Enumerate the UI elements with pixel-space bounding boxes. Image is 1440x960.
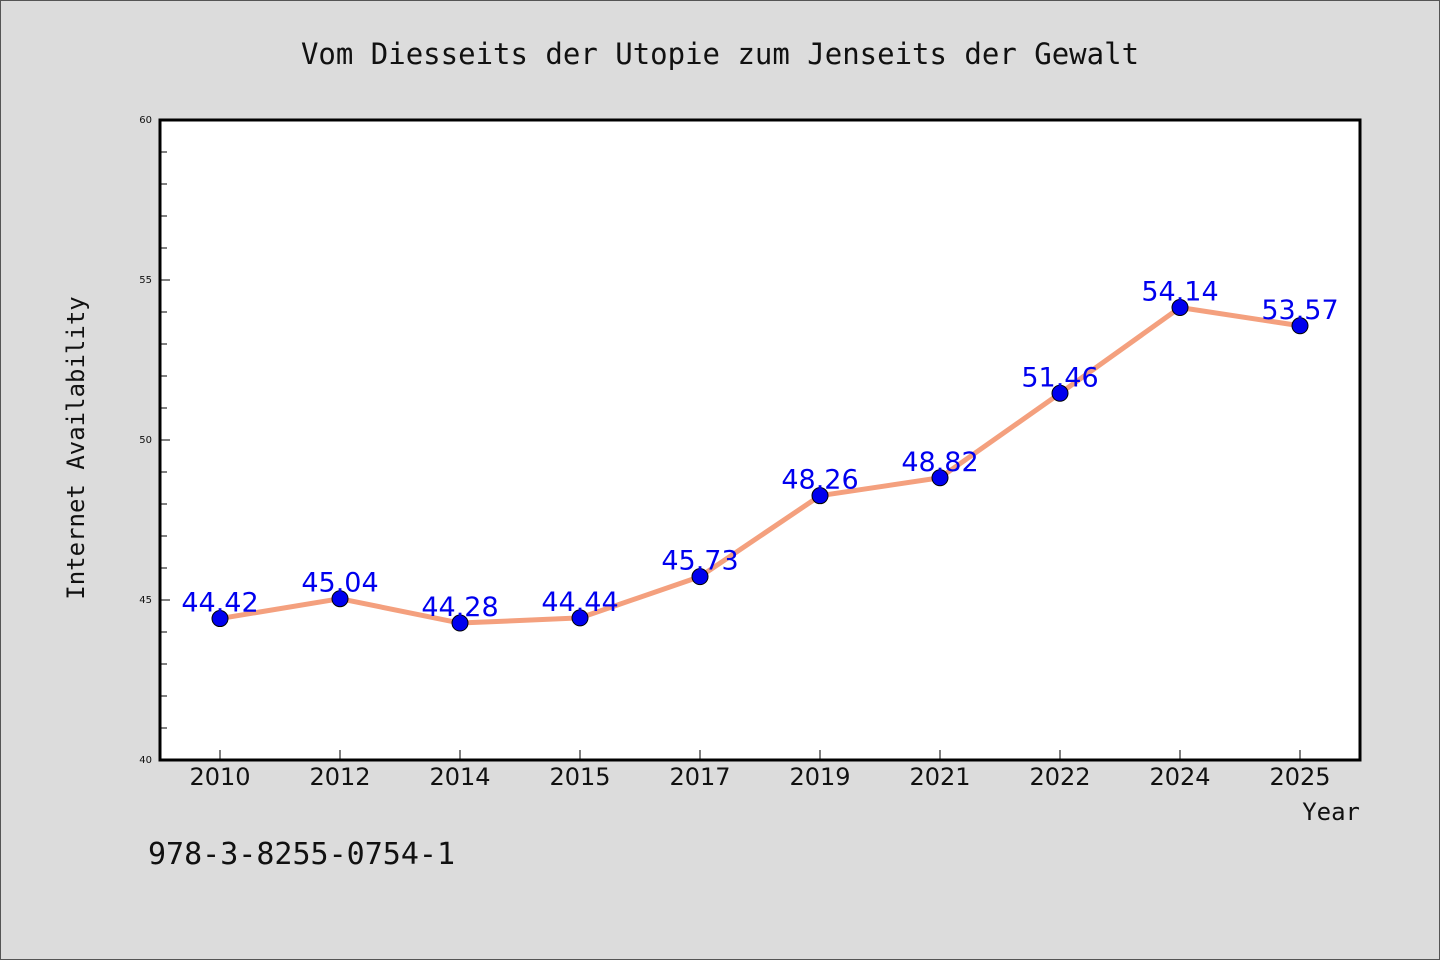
data-point: [1051, 384, 1069, 402]
data-labels: 44.42 45.04 44.28 44.44 45.73 48.26 48.82 51.46…: [181, 277, 1338, 624]
x-axis: 2010 2012 2014 2015 2017 2019 2021 2022 2024 2025: [189, 750, 1331, 791]
y-tick-label: 40: [139, 755, 152, 766]
x-tick-label: 2019: [789, 763, 850, 791]
data-point: [451, 614, 469, 632]
data-label: 48.82: [901, 447, 978, 478]
x-tick-label: 2010: [189, 763, 250, 791]
y-tick-label: 50: [139, 435, 152, 446]
chart-title: Vom Diesseits der Utopie zum Jenseits de…: [301, 37, 1139, 71]
data-point: [1171, 299, 1189, 317]
x-tick-label: 2021: [909, 763, 970, 791]
x-tick-label: 2014: [429, 763, 490, 791]
x-axis-label: Year: [1302, 798, 1360, 826]
data-label: 53.57: [1261, 295, 1338, 326]
y-tick-label: 55: [139, 275, 152, 286]
x-tick-label: 2017: [669, 763, 730, 791]
data-point: [811, 487, 829, 505]
data-point: [691, 568, 709, 586]
data-point: [211, 610, 229, 628]
data-point: [331, 590, 349, 608]
data-point: [571, 609, 589, 627]
x-tick-label: 2025: [1269, 763, 1330, 791]
data-label: 44.42: [181, 588, 258, 619]
data-point: [1291, 317, 1309, 335]
y-axis: 40 45 50 55 60: [139, 115, 170, 766]
plot-area: [158, 118, 1362, 762]
data-markers: [211, 299, 1309, 632]
data-point: [931, 469, 949, 487]
y-tick-label: 45: [139, 595, 152, 606]
x-tick-label: 2024: [1149, 763, 1210, 791]
data-label: 45.73: [661, 546, 738, 577]
series-line: [217, 305, 1303, 626]
x-tick-label: 2012: [309, 763, 370, 791]
isbn-text: 978-3-8255-0754-1: [148, 837, 455, 872]
data-label: 44.44: [541, 587, 618, 618]
x-tick-label: 2015: [549, 763, 610, 791]
data-label: 51.46: [1021, 362, 1098, 393]
x-tick-label: 2022: [1029, 763, 1090, 791]
y-axis-label: Internet Availability: [62, 296, 90, 599]
data-label: 48.26: [781, 465, 858, 496]
data-label: 54.14: [1141, 277, 1218, 308]
y-tick-label: 60: [139, 115, 152, 126]
data-label: 44.28: [421, 592, 498, 623]
data-label: 45.04: [301, 568, 378, 599]
